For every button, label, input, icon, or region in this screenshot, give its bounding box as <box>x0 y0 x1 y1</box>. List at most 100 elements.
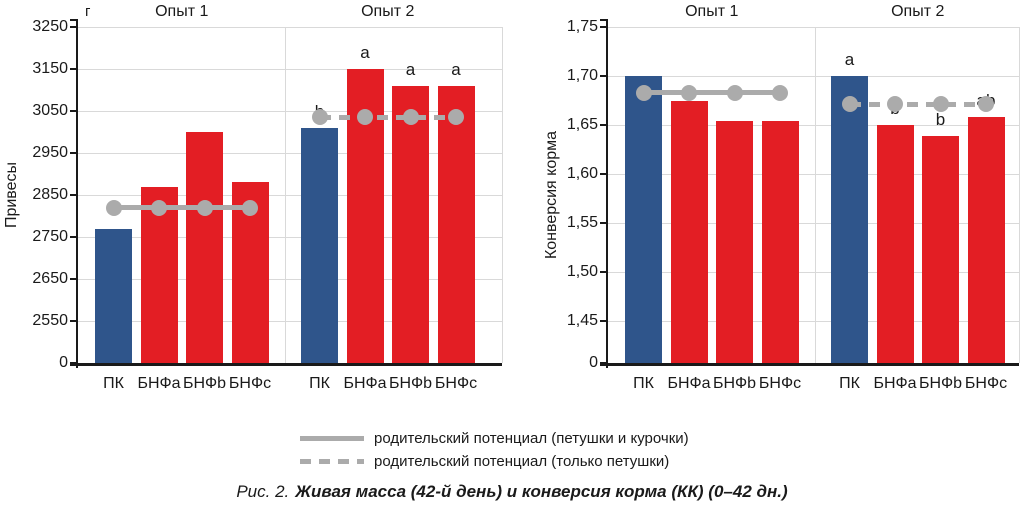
bar-g1-4 <box>761 121 799 363</box>
y-tick-label: 3050 <box>32 102 68 119</box>
x-category-label: БНФb <box>712 375 757 392</box>
significance-letter: a <box>405 59 416 79</box>
y-tick-label: 1,60 <box>566 165 598 182</box>
bar-g1-3 <box>186 132 223 363</box>
gridline <box>608 321 1019 322</box>
line-marker <box>357 109 373 126</box>
line-marker <box>887 96 903 113</box>
y-tick-label: 2550 <box>32 312 68 329</box>
line-marker <box>978 96 994 113</box>
y-tick <box>70 278 78 280</box>
potential-line-dashed <box>319 114 456 120</box>
legend-item-parent-potential-both: родительский потенциал (петушки и курочк… <box>300 429 689 448</box>
y-tick-label: 3250 <box>32 18 68 35</box>
y-tick <box>600 271 608 273</box>
plot-right-border <box>502 27 503 363</box>
line-marker <box>242 199 258 216</box>
gridline <box>78 69 502 70</box>
significance-letter: a <box>844 50 855 69</box>
group-divider <box>285 27 286 363</box>
y-tick <box>600 26 608 28</box>
x-category-label: БНФс <box>964 375 1008 392</box>
gridline <box>78 279 502 280</box>
dashed-line-swatch <box>300 459 364 464</box>
bar-g1-1 <box>625 76 662 363</box>
line-marker <box>151 199 167 216</box>
x-category-label: БНФс <box>228 375 272 392</box>
line-marker <box>841 96 858 113</box>
group-divider <box>815 27 816 363</box>
legend: родительский потенциал (петушки и курочк… <box>300 429 689 475</box>
y-tick-label: 1,50 <box>566 263 598 280</box>
gridline <box>608 125 1019 126</box>
gridline <box>608 272 1019 273</box>
y-axis-line <box>606 19 608 368</box>
legend-item-parent-potential-males: родительский потенциал (только петушки) <box>300 452 689 471</box>
gridline <box>78 111 502 112</box>
x-category-label: БНФа <box>343 375 387 392</box>
y-tick-label: 2750 <box>32 228 68 245</box>
legend-label: родительский потенциал (только петушки) <box>374 453 670 470</box>
y-tick-label: 2850 <box>32 186 68 203</box>
gridline <box>78 237 502 238</box>
y-tick <box>600 75 608 77</box>
y-tick-label: 2650 <box>32 270 68 287</box>
x-category-label: БНФс <box>434 375 478 392</box>
y-tick-label: 3150 <box>32 60 68 77</box>
bar-g2-4 <box>967 117 1005 363</box>
line-marker <box>402 109 419 126</box>
gridline <box>78 153 502 154</box>
chart-feed-conversion: Конверсия корма 1,75 1,70 1,65 1,60 1,55 1,50 1… <box>540 0 1024 420</box>
y-tick <box>70 152 78 154</box>
y-tick-label: 0 <box>59 354 68 371</box>
line-marker <box>105 199 122 216</box>
x-category-label: БНФb <box>918 375 963 392</box>
x-category-label: ПК <box>309 375 330 392</box>
x-category-label: ПК <box>633 375 654 392</box>
line-marker <box>726 84 743 101</box>
y-tick <box>600 222 608 224</box>
gridline <box>78 321 502 322</box>
line-marker <box>681 84 697 101</box>
potential-line-dashed <box>849 101 986 107</box>
bar-g1-1 <box>95 228 132 363</box>
y-tick-label: 1,55 <box>566 214 598 231</box>
significance-letter: b <box>935 109 946 129</box>
significance-letter: a <box>451 59 461 79</box>
y-tick <box>600 320 608 322</box>
gridline <box>78 27 502 28</box>
x-category-label: БНФа <box>137 375 181 392</box>
x-category-label: ПК <box>103 375 124 392</box>
gridline <box>608 76 1019 77</box>
x-axis-line <box>600 363 1019 366</box>
y-tick <box>600 124 608 126</box>
chart-gains: Привесы г 3250 3150 3050 2950 2850 2750 2650 2550… <box>0 0 520 420</box>
potential-line-solid <box>643 90 780 96</box>
legend-label: родительский потенциал (петушки и курочк… <box>374 430 689 447</box>
gridline <box>608 174 1019 175</box>
bar-g2-3 <box>922 135 959 363</box>
y-tick-label: 1,70 <box>566 67 598 84</box>
gridline <box>608 27 1019 28</box>
y-tick-label: 1,65 <box>566 116 598 133</box>
y-tick <box>70 19 78 21</box>
bar-g2-1 <box>301 127 338 363</box>
line-marker <box>448 109 464 126</box>
y-tick <box>70 68 78 70</box>
line-marker <box>635 84 652 101</box>
bar-g2-4 <box>437 85 475 363</box>
y-tick-label: 2950 <box>32 144 68 161</box>
x-category-label: БНФа <box>873 375 917 392</box>
y-tick <box>70 110 78 112</box>
potential-line-solid <box>113 205 250 211</box>
y-tick <box>70 320 78 322</box>
line-marker <box>932 96 949 113</box>
x-category-label: БНФb <box>388 375 433 392</box>
bar-g2-2 <box>876 125 914 363</box>
solid-line-swatch <box>300 436 364 441</box>
line-marker <box>311 109 328 126</box>
x-category-label: БНФс <box>758 375 802 392</box>
line-marker <box>772 84 788 101</box>
group-title: Опыт 2 <box>361 3 415 20</box>
